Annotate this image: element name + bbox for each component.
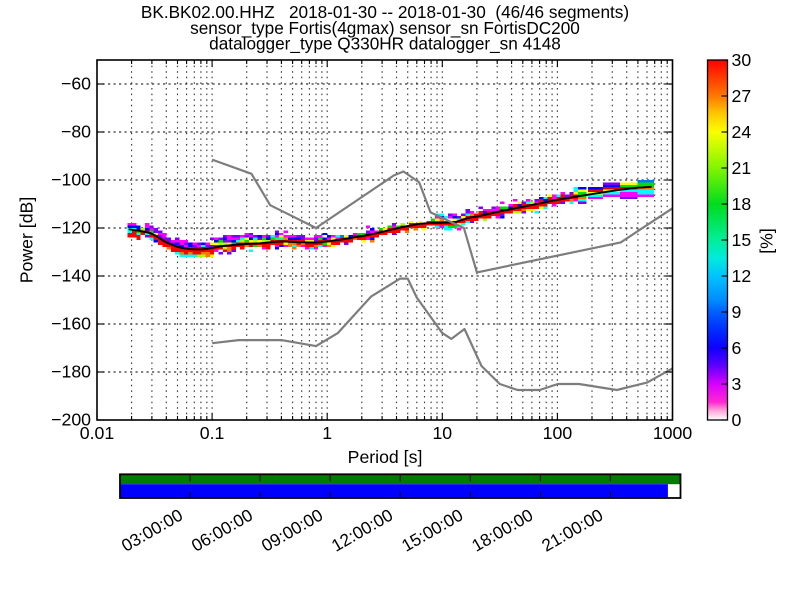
svg-text:15: 15 — [732, 230, 752, 250]
svg-text:9: 9 — [732, 302, 742, 322]
svg-text:datalogger_type Q330HR datalog: datalogger_type Q330HR datalogger_sn 414… — [209, 34, 561, 54]
svg-text:3: 3 — [732, 374, 742, 394]
svg-text:Power [dB]: Power [dB] — [16, 197, 36, 284]
svg-text:100: 100 — [543, 423, 573, 443]
svg-text:−160: −160 — [51, 314, 91, 334]
svg-text:18: 18 — [732, 194, 752, 214]
svg-text:1000: 1000 — [653, 423, 693, 443]
svg-text:6: 6 — [732, 338, 742, 358]
svg-text:[%]: [%] — [757, 228, 777, 254]
svg-text:−60: −60 — [61, 74, 91, 94]
svg-text:−140: −140 — [51, 266, 91, 286]
svg-text:0.01: 0.01 — [80, 423, 114, 443]
svg-text:−120: −120 — [51, 218, 91, 238]
svg-text:−100: −100 — [51, 170, 91, 190]
svg-text:BK.BK02.00.HHZ 2018-01-30 --: BK.BK02.00.HHZ 2018-01-30 -- 2018-01-30 … — [141, 2, 629, 22]
svg-text:−200: −200 — [51, 410, 91, 430]
svg-text:sensor_type Fortis(4gmax) sens: sensor_type Fortis(4gmax) sensor_sn Fort… — [190, 18, 580, 38]
svg-text:21: 21 — [732, 158, 752, 178]
svg-text:30: 30 — [732, 50, 752, 70]
svg-text:12: 12 — [732, 266, 752, 286]
svg-text:−180: −180 — [51, 362, 91, 382]
svg-text:0: 0 — [732, 410, 742, 430]
svg-text:0.1: 0.1 — [200, 423, 225, 443]
svg-text:1: 1 — [322, 423, 332, 443]
svg-text:27: 27 — [732, 86, 752, 106]
svg-text:24: 24 — [732, 122, 752, 142]
svg-text:−80: −80 — [61, 122, 91, 142]
svg-text:Period [s]: Period [s] — [348, 447, 423, 467]
svg-text:10: 10 — [432, 423, 452, 443]
